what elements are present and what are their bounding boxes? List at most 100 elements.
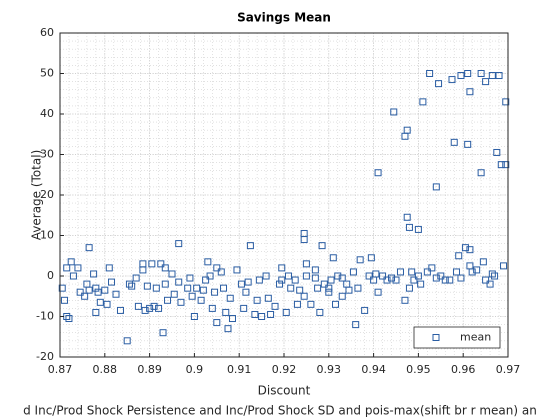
point [244,278,252,286]
point [246,242,254,250]
y-tick-label: 20 [40,188,54,201]
point [148,260,156,268]
point [96,298,104,306]
x-tick-label: 0.87 [48,363,73,376]
point [379,272,387,280]
point [502,98,510,106]
point [466,246,474,254]
point [361,306,369,314]
point [67,258,75,266]
point [311,266,319,274]
point [432,274,440,282]
point [94,288,102,296]
point [141,306,149,314]
point [143,282,151,290]
point [482,78,490,86]
legend-marker [432,334,440,341]
y-tick-label: 60 [40,26,54,39]
point [354,284,362,292]
point [502,161,510,169]
point [152,284,160,292]
point [108,278,116,286]
point [410,276,418,284]
point [325,284,333,292]
point [414,225,422,233]
point [262,272,270,280]
point [491,272,499,280]
points [58,70,510,345]
point [318,242,326,250]
point [139,266,147,274]
point [466,262,474,270]
point [300,236,308,244]
point [284,272,292,280]
point [81,292,89,300]
point [500,262,508,270]
point [278,264,286,272]
point [168,270,176,278]
y-tick-label: 0 [47,269,54,282]
point [401,132,409,140]
point [325,288,333,296]
point [103,300,111,308]
point [464,140,472,148]
point [428,264,436,272]
point [392,276,400,284]
point [206,272,214,280]
point [291,276,299,284]
x-tick-label: 0.93 [317,363,342,376]
x-tick-label: 0.96 [451,363,476,376]
legend-label: mean [460,331,491,344]
y-tick-label: 40 [40,107,54,120]
point [65,315,73,323]
point [157,260,165,268]
point [311,274,319,282]
point [193,284,201,292]
point [282,308,290,316]
point [493,148,501,156]
y-tick-label: 50 [40,67,54,80]
point [146,304,154,312]
x-axis-label: Discount [258,384,311,398]
point [423,268,431,276]
point [334,272,342,280]
point [271,302,279,310]
point [197,296,205,304]
point [320,280,328,288]
chart-title: Savings Mean [237,11,331,25]
point [479,258,487,266]
point [457,274,465,282]
point [417,280,425,288]
point [85,244,93,252]
point [101,286,109,294]
point [441,276,449,284]
point [255,276,263,284]
point [128,282,136,290]
point [60,296,68,304]
point [401,296,409,304]
point [316,308,324,316]
x-tick-label: 0.95 [406,363,431,376]
x-tick-label: 0.89 [137,363,162,376]
x-tick-label: 0.91 [227,363,252,376]
point [477,70,485,77]
point [426,70,434,77]
point [300,292,308,300]
point [365,272,373,280]
point [388,274,396,282]
x-tick-label: 0.9 [186,363,204,376]
point [329,254,337,262]
point [287,284,295,292]
point [302,260,310,268]
point [332,300,340,308]
point [217,268,225,276]
point [175,240,183,248]
legend: mean [413,326,501,349]
point [314,284,322,292]
x-tick-label: 0.92 [272,363,297,376]
point [338,292,346,300]
point [296,286,304,294]
point [85,286,93,294]
